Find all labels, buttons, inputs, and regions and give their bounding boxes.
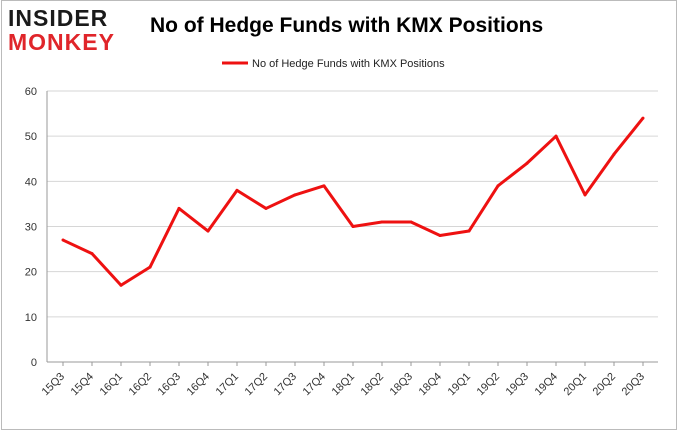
x-tick-label: 20Q2 (591, 371, 619, 399)
data-point (438, 234, 442, 238)
y-tick-label: 30 (25, 222, 37, 234)
data-point (641, 116, 645, 120)
x-tick-label: 19Q4 (533, 371, 561, 399)
x-tick-label: 16Q3 (156, 371, 184, 399)
x-tick-label: 19Q1 (446, 371, 474, 399)
data-point (177, 206, 181, 210)
data-point (148, 265, 152, 269)
y-tick-label: 10 (25, 312, 37, 324)
data-point (322, 184, 326, 188)
data-point (61, 238, 65, 242)
x-tick-label: 17Q3 (272, 371, 300, 399)
x-tick-label: 16Q2 (127, 371, 155, 399)
y-tick-labels: 0 10 20 30 40 50 60 (25, 86, 37, 369)
logo-line-insider: INSIDER (8, 5, 109, 31)
x-tick-label: 18Q3 (388, 371, 416, 399)
x-tick-labels: 15Q3 15Q4 16Q1 16Q2 16Q3 16Q4 17Q1 17Q2 17Q3 17Q4… (40, 362, 648, 399)
x-tick-label: 19Q3 (504, 371, 532, 399)
x-tick-label: 18Q1 (330, 371, 358, 399)
series-lines (61, 116, 645, 287)
data-point (496, 184, 500, 188)
x-tick-label: 17Q1 (214, 371, 242, 399)
data-point (119, 283, 123, 287)
x-tick-label: 20Q3 (620, 371, 648, 399)
legend-label: No of Hedge Funds with KMX Positions (252, 58, 445, 70)
x-tick-label: 15Q3 (40, 371, 68, 399)
legend: No of Hedge Funds with KMX Positions (222, 58, 445, 70)
x-tick-label: 16Q4 (185, 371, 213, 399)
data-point (264, 206, 268, 210)
x-tick-label: 15Q4 (69, 371, 97, 399)
data-point (90, 252, 94, 256)
chart-title: No of Hedge Funds with KMX Positions (150, 14, 544, 37)
y-tick-label: 60 (25, 86, 37, 98)
gridlines (47, 90, 658, 318)
data-point (235, 188, 239, 192)
x-tick-label: 17Q2 (243, 371, 271, 399)
x-tick-label: 19Q2 (475, 371, 503, 399)
data-point (351, 225, 355, 228)
insider-monkey-logo: INSIDER MONKEY (8, 6, 128, 56)
y-tick-label: 20 (25, 267, 37, 279)
data-point (612, 152, 616, 156)
data-point (525, 161, 529, 165)
x-tick-label: 16Q1 (98, 371, 126, 399)
data-point (293, 193, 297, 197)
y-tick-label: 0 (31, 357, 37, 369)
x-tick-label: 17Q4 (301, 371, 329, 399)
data-point (583, 193, 587, 197)
data-point (554, 134, 558, 138)
x-tick-label: 18Q4 (417, 371, 445, 399)
x-tick-label: 18Q2 (359, 371, 387, 399)
data-point (206, 229, 210, 233)
data-point (467, 229, 471, 233)
x-tick-label: 20Q1 (562, 371, 590, 399)
data-point (409, 220, 413, 224)
series-line-0 (62, 117, 645, 287)
y-tick-label: 40 (25, 176, 37, 188)
data-point (380, 220, 384, 224)
y-tick-label: 50 (25, 131, 37, 143)
logo-line-monkey: MONKEY (8, 29, 115, 55)
